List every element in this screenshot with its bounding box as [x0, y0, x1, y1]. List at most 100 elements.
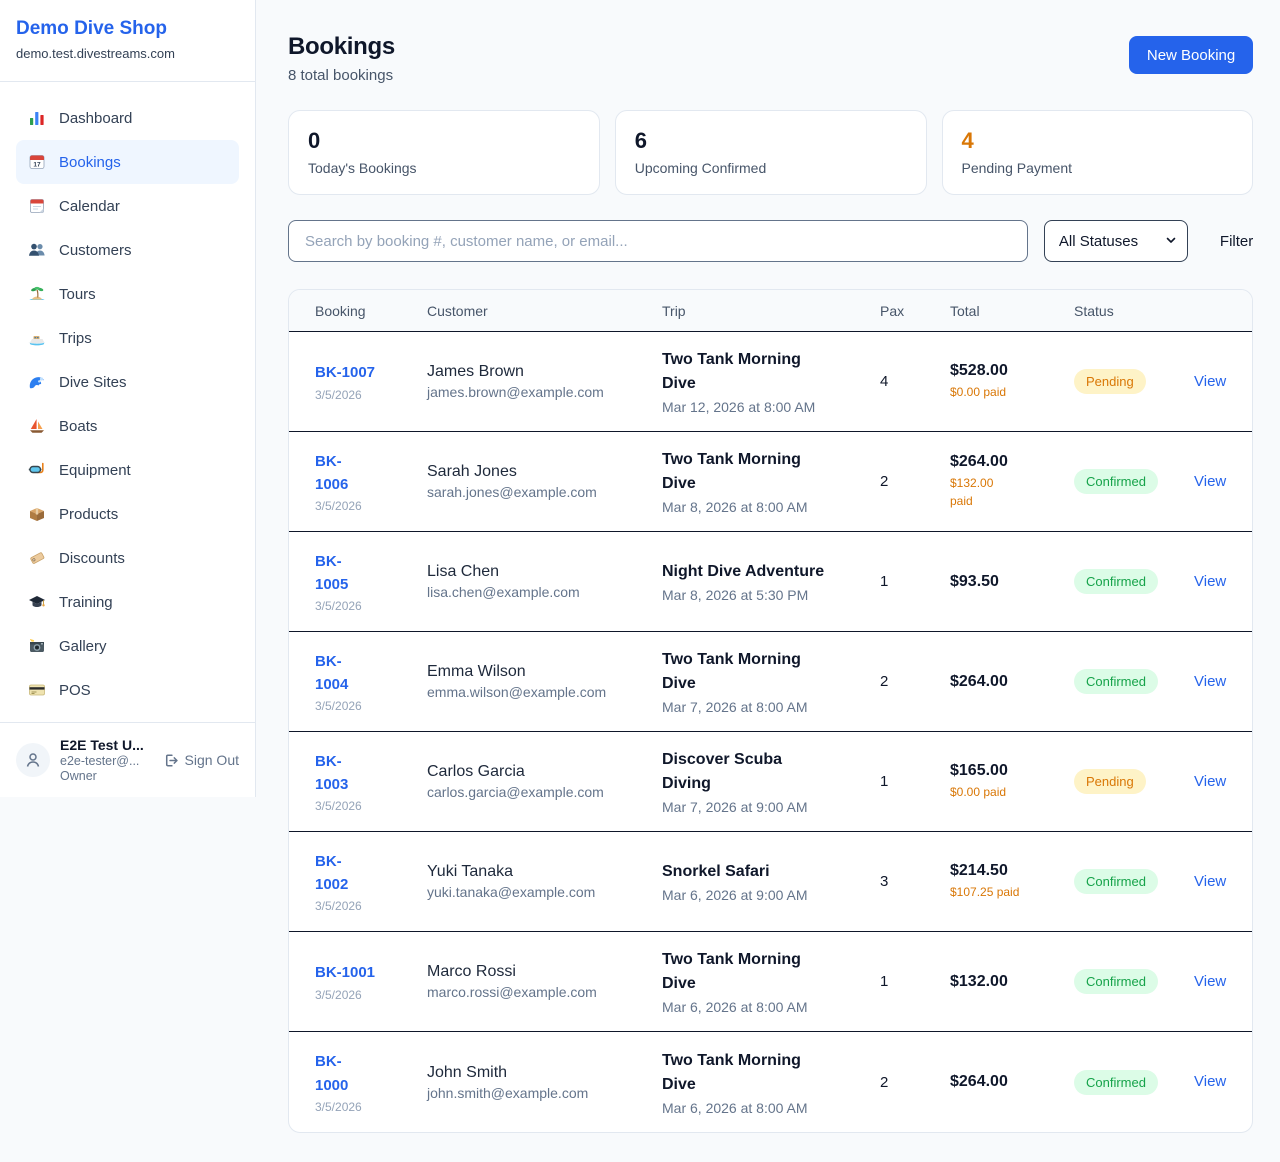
customer-name: James Brown: [427, 363, 524, 380]
sidebar-item-gallery[interactable]: Gallery: [16, 624, 239, 668]
new-booking-button[interactable]: New Booking: [1128, 36, 1254, 74]
customer-cell: Lisa Chen lisa.chen@example.com: [427, 563, 662, 600]
island-icon: [28, 285, 46, 303]
table-row: BK- 1006 3/5/2026 Sarah Jones sarah.jones@ex…: [289, 432, 1253, 532]
stat-label: Pending Payment: [961, 160, 1073, 176]
main-content: Bookings 8 total bookings New Booking 0 …: [256, 0, 1280, 1162]
sidebar-item-label: Dive Sites: [59, 373, 127, 391]
booking-id-link[interactable]: BK- 1003: [315, 752, 349, 793]
booking-cell: BK-1001 3/5/2026: [315, 961, 427, 1001]
sidebar-item-training[interactable]: Training: [16, 580, 239, 624]
status-badge: Pending: [1074, 769, 1146, 794]
sidebar-item-tours[interactable]: Tours: [16, 272, 239, 316]
sign-out-button[interactable]: Sign Out: [162, 752, 239, 769]
calendar-icon: [28, 197, 46, 215]
booking-date: 3/5/2026: [315, 799, 362, 814]
actions-cell: View: [1194, 1073, 1226, 1091]
view-link[interactable]: View: [1194, 372, 1227, 390]
avatar: [16, 743, 50, 777]
sailboat-icon: [28, 417, 46, 435]
bar-chart-icon: [28, 109, 46, 127]
pax-value: 3: [880, 873, 889, 890]
table-row: BK- 1002 3/5/2026 Yuki Tanaka yuki.tanaka@ex…: [289, 832, 1253, 932]
booking-date: 3/5/2026: [315, 1099, 362, 1114]
sidebar-item-label: Customers: [59, 241, 132, 259]
sidebar-item-pos[interactable]: POS: [16, 668, 239, 712]
view-link[interactable]: View: [1194, 772, 1227, 790]
sidebar-item-calendar[interactable]: Calendar: [16, 184, 239, 228]
package-icon: [28, 505, 46, 523]
sidebar-item-label: Dashboard: [59, 109, 133, 127]
booking-id-link[interactable]: BK- 1006: [315, 452, 349, 493]
stat-card-upcoming-confirmed: 6 Upcoming Confirmed: [614, 110, 927, 195]
sidebar-item-trips[interactable]: Trips: [16, 316, 239, 360]
booking-date: 3/5/2026: [315, 599, 362, 614]
view-link[interactable]: View: [1194, 872, 1227, 890]
sidebar-item-boats[interactable]: Boats: [16, 404, 239, 448]
table-row: BK- 1000 3/5/2026 John Smith john.smith@exam…: [289, 1032, 1252, 1132]
sidebar-item-products[interactable]: Products: [16, 492, 239, 536]
status-badge: Confirmed: [1074, 869, 1158, 894]
view-link[interactable]: View: [1194, 472, 1227, 490]
user-box: E2E Test U... e2e-tester@... Owner Sign …: [0, 722, 255, 797]
status-cell: Confirmed: [1074, 869, 1194, 894]
sidebar-item-dive-sites[interactable]: Dive Sites: [16, 360, 239, 404]
actions-cell: View: [1194, 873, 1226, 891]
status-badge: Confirmed: [1074, 569, 1158, 594]
pax-value: 1: [880, 573, 889, 590]
bookings-table: Booking Customer Trip Pax Total Status B…: [288, 289, 1254, 1133]
trip-cell: Two Tank Morning Dive Mar 6, 2026 at 8:00…: [662, 1049, 880, 1116]
trip-name: Discover Scuba Diving: [662, 751, 783, 792]
view-link[interactable]: View: [1194, 1073, 1227, 1090]
paid-amount: $132.00 paid: [950, 476, 994, 508]
sidebar-item-discounts[interactable]: Discounts: [16, 536, 239, 580]
user-role: Owner: [60, 769, 97, 783]
table-header-row: Booking Customer Trip Pax Total Status: [289, 290, 1253, 332]
col-booking: Booking: [315, 302, 366, 319]
sidebar-item-label: Bookings: [59, 153, 121, 171]
booking-id-link[interactable]: BK- 1002: [315, 852, 349, 893]
booking-id-link[interactable]: BK-1007: [315, 364, 376, 382]
user-email: e2e-tester@...: [60, 754, 140, 768]
trip-name: Two Tank Morning Dive: [662, 651, 801, 692]
total-cell: $165.00 $0.00 paid: [950, 762, 1074, 801]
sidebar-header: Demo Dive Shop demo.test.divestreams.com: [0, 0, 255, 82]
table-body: BK-1007 3/5/2026 James Brown james.brown@ex…: [289, 332, 1253, 1132]
sidebar-item-bookings[interactable]: 17 Bookings: [16, 140, 239, 184]
trip-datetime: Mar 6, 2026 at 8:00 AM: [662, 1099, 808, 1116]
sidebar-item-customers[interactable]: Customers: [16, 228, 239, 272]
filter-button[interactable]: Filter: [1219, 232, 1254, 250]
stat-label: Upcoming Confirmed: [634, 160, 767, 176]
booking-id-link[interactable]: BK- 1000: [315, 1053, 349, 1094]
table-row: BK- 1003 3/5/2026 Carlos Garcia carlos.garci…: [289, 732, 1253, 832]
motorboat-icon: [28, 329, 46, 347]
view-link[interactable]: View: [1194, 572, 1227, 590]
tag-icon: [28, 549, 46, 567]
search-input[interactable]: [288, 220, 1028, 262]
trip-datetime: Mar 7, 2026 at 9:00 AM: [662, 799, 808, 815]
stat-card-pending-payment: 4 Pending Payment: [941, 110, 1254, 195]
view-link[interactable]: View: [1194, 972, 1227, 990]
person-icon: [26, 753, 40, 767]
sidebar-item-equipment[interactable]: Equipment: [16, 448, 239, 492]
people-icon: [28, 241, 46, 259]
status-select[interactable]: All Statuses: [1043, 220, 1188, 262]
page-header: Bookings 8 total bookings New Booking: [288, 33, 1254, 84]
sidebar-item-dashboard[interactable]: Dashboard: [16, 96, 239, 140]
view-link[interactable]: View: [1194, 672, 1227, 690]
booking-id-link[interactable]: BK- 1004: [315, 652, 349, 693]
col-trip: Trip: [662, 302, 686, 319]
col-status: Status: [1074, 302, 1114, 319]
stat-value: 0: [308, 128, 321, 153]
trip-datetime: Mar 12, 2026 at 8:00 AM: [662, 399, 816, 415]
total-cell: $214.50 $107.25 paid: [950, 862, 1074, 901]
booking-id-link[interactable]: BK- 1005: [315, 552, 349, 593]
booking-id-link[interactable]: BK-1001: [315, 964, 376, 982]
actions-cell: View: [1194, 973, 1226, 991]
total-cell: $132.00: [950, 973, 1074, 991]
booking-cell: BK- 1003 3/5/2026: [315, 750, 427, 814]
trip-name: Two Tank Morning Dive: [662, 1051, 801, 1093]
table-row: BK- 1005 3/5/2026 Lisa Chen lisa.chen@exampl…: [289, 532, 1253, 632]
pax-value: 1: [880, 973, 889, 990]
sign-out-icon: [165, 754, 178, 766]
